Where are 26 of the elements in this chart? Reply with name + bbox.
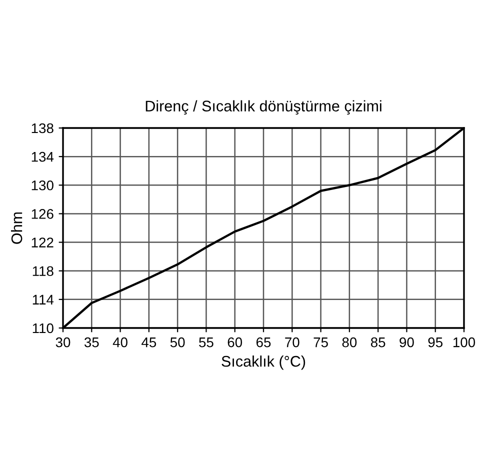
x-tick-label: 55 [199, 338, 214, 348]
x-tick-label: 75 [314, 338, 328, 348]
x-tick-label: 85 [370, 337, 386, 348]
x-tick-label: 35 [84, 337, 99, 348]
x-tick-label: 65 [256, 337, 271, 348]
y-tick-label: 110 [32, 323, 54, 334]
y-tick-label: 122 [32, 238, 54, 248]
x-tick-label: 80 [342, 337, 357, 348]
y-tick-label: 130 [32, 180, 54, 190]
y-tick-label: 126 [32, 209, 54, 219]
x-axis-title: Sıcaklık (°C) [222, 356, 306, 370]
x-tick-label: 30 [56, 337, 70, 348]
x-tick-label: 50 [170, 337, 185, 348]
x-tick-label: 45 [142, 338, 156, 348]
x-tick-label: 95 [428, 337, 442, 348]
x-tick-label: 40 [112, 337, 128, 348]
x-tick-label: 70 [285, 337, 300, 348]
y-tick-label: 114 [32, 294, 54, 304]
y-tick-label: 134 [32, 152, 54, 162]
y-axis-title: Ohm [11, 212, 22, 244]
x-tick-label: 90 [400, 337, 414, 348]
x-tick-label: 100 [453, 337, 476, 348]
x-tick-label: 60 [228, 337, 242, 348]
y-tick-label: 118 [32, 266, 54, 276]
chart-title: Direnç / Sıcaklık dönüştürme çizimi [146, 100, 382, 115]
y-tick-label: 138 [32, 123, 54, 134]
